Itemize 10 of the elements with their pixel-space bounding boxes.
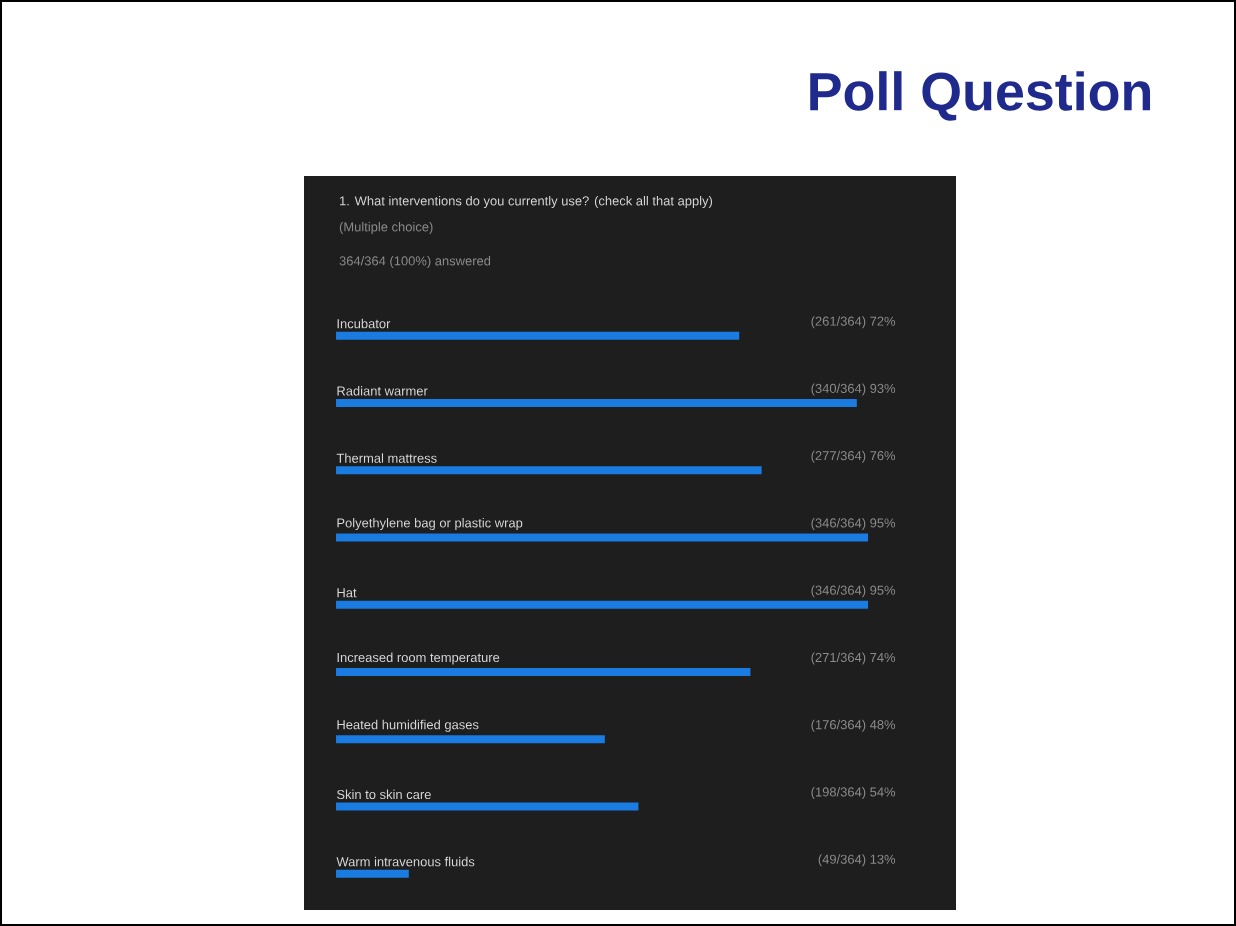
text: Poll Question: [810, 71, 1151, 121]
bar: [336, 735, 605, 744]
bar: [336, 600, 869, 609]
bar: [336, 667, 751, 676]
bar: [336, 398, 857, 407]
bar: [336, 802, 639, 811]
bar: [336, 331, 740, 340]
bar: [336, 466, 762, 475]
bar: [336, 869, 409, 878]
bar: [336, 533, 869, 542]
